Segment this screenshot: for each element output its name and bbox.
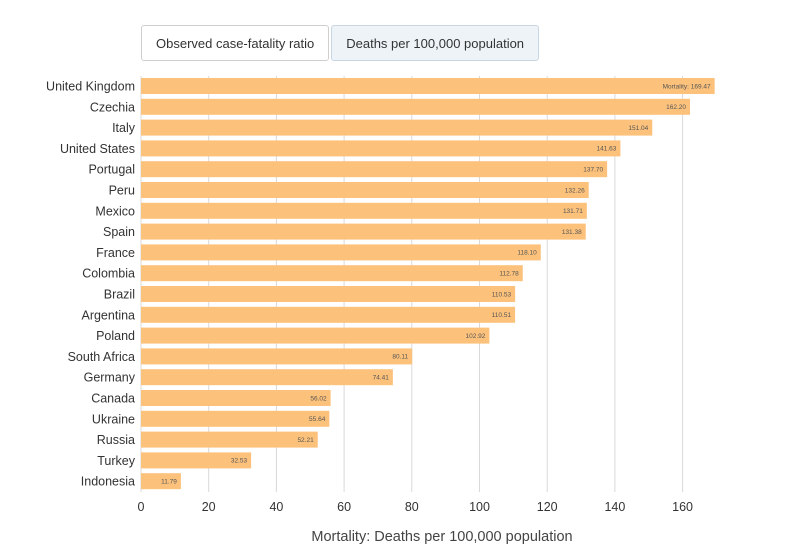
- bar-value-label: Mortality: 169.47: [663, 83, 711, 90]
- x-tick-label: 100: [469, 500, 490, 514]
- category-label: Portugal: [88, 163, 135, 177]
- bar[interactable]: [141, 431, 318, 448]
- x-axis-title: Mortality: Deaths per 100,000 population: [311, 529, 572, 545]
- x-axis-ticks: 0 20 40 60 80 100 120 140 160: [138, 500, 694, 514]
- x-tick-label: 20: [202, 500, 216, 514]
- x-tick-label: 120: [537, 500, 558, 514]
- bar-value-label: 52.21: [297, 437, 314, 444]
- x-tick-label: 60: [337, 500, 351, 514]
- bar-value-label: 141.63: [597, 146, 617, 153]
- bar[interactable]: [141, 265, 523, 282]
- bar[interactable]: [141, 78, 715, 94]
- x-tick-label: 140: [604, 500, 625, 514]
- bar[interactable]: [141, 119, 653, 136]
- bar-value-label: 11.79: [161, 479, 177, 486]
- bar-value-label: 137.70: [583, 167, 603, 174]
- bar[interactable]: [141, 223, 586, 240]
- bar[interactable]: [141, 369, 393, 386]
- bar[interactable]: [141, 327, 490, 344]
- tab-case-fatality-ratio[interactable]: Observed case-fatality ratio: [141, 25, 330, 61]
- category-label: South Africa: [68, 350, 135, 364]
- bars: Mortality: 169.47 162.20 151.04 141.63 137.7…: [141, 78, 715, 490]
- bar[interactable]: [141, 140, 621, 157]
- bar-value-label: 74.41: [373, 375, 390, 382]
- category-label: Canada: [91, 392, 135, 406]
- bar-value-label: 110.51: [492, 312, 512, 319]
- bar[interactable]: [141, 473, 181, 490]
- bar-value-label: 131.71: [563, 208, 583, 215]
- bar-value-label: 32.53: [231, 458, 248, 465]
- bar[interactable]: [141, 202, 587, 219]
- category-label: Germany: [84, 371, 136, 385]
- bar[interactable]: [141, 286, 516, 302]
- category-label: Russia: [97, 433, 135, 447]
- x-tick-label: 0: [138, 500, 145, 514]
- category-label: France: [96, 246, 135, 260]
- category-label: Ukraine: [92, 412, 135, 426]
- bar[interactable]: [141, 161, 608, 178]
- bar-value-label: 80.11: [392, 354, 408, 361]
- bar[interactable]: [141, 348, 413, 365]
- bar[interactable]: [141, 244, 541, 261]
- category-label: Italy: [112, 121, 136, 135]
- bar-value-label: 151.04: [628, 125, 648, 132]
- bar[interactable]: [141, 306, 516, 323]
- category-label: Mexico: [95, 204, 135, 218]
- bar-value-label: 110.53: [492, 291, 512, 298]
- gridlines: [140, 76, 684, 492]
- category-label: Czechia: [90, 100, 135, 114]
- category-label: Peru: [109, 184, 135, 198]
- category-label: Colombia: [82, 267, 135, 281]
- x-tick-label: 40: [269, 500, 283, 514]
- category-label: Indonesia: [81, 475, 135, 489]
- bar-value-label: 131.38: [562, 229, 582, 236]
- x-tick-label: 160: [672, 500, 693, 514]
- bar-value-label: 112.78: [499, 271, 519, 278]
- category-label: Turkey: [97, 454, 135, 468]
- bar-value-label: 162.20: [666, 104, 686, 111]
- bar-value-label: 132.26: [565, 187, 585, 194]
- bar-value-label: 55.64: [309, 416, 326, 423]
- bar-value-label: 118.10: [517, 250, 537, 257]
- category-label: Argentina: [81, 308, 135, 322]
- tab-deaths-per-100k[interactable]: Deaths per 100,000 population: [331, 25, 540, 61]
- category-label: United Kingdom: [46, 80, 135, 94]
- bar-value-label: 102.92: [465, 333, 485, 340]
- bar-value-label: 56.02: [310, 395, 327, 402]
- category-label: Poland: [96, 329, 135, 343]
- bar[interactable]: [141, 390, 331, 406]
- category-label: Brazil: [104, 288, 135, 302]
- bar[interactable]: [141, 182, 589, 198]
- view-tabs: Observed case-fatality ratio Deaths per …: [141, 25, 540, 61]
- category-label: United States: [60, 142, 135, 156]
- bar[interactable]: [141, 452, 252, 469]
- category-label: Spain: [103, 225, 135, 239]
- category-labels: United Kingdom Czechia Italy United States P…: [46, 80, 136, 489]
- bar[interactable]: [141, 410, 330, 427]
- bar[interactable]: [141, 98, 691, 115]
- x-tick-label: 80: [405, 500, 419, 514]
